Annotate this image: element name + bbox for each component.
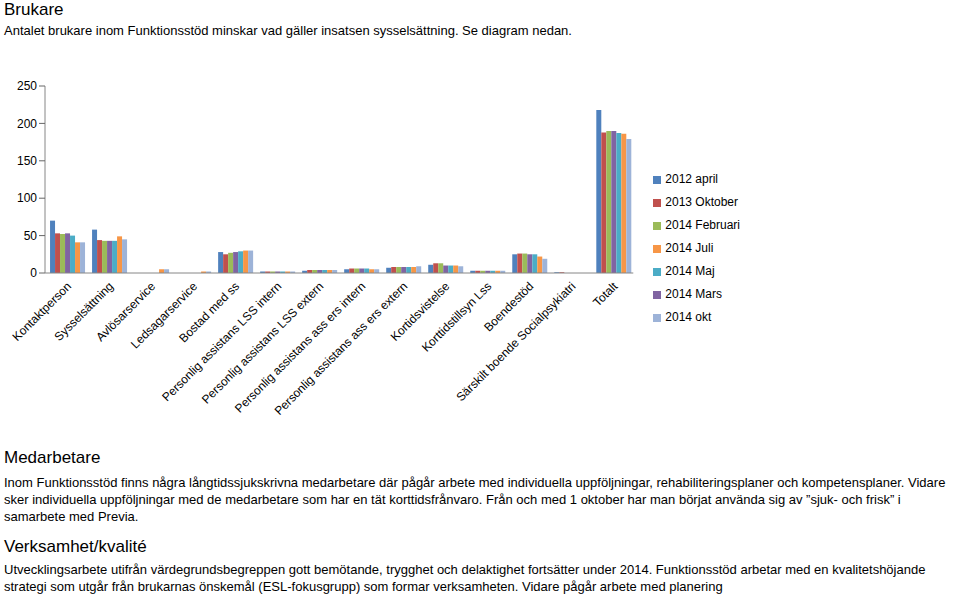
svg-text:Särskilt boende Socialpsykiatr: Särskilt boende Socialpsykiatri <box>453 279 578 404</box>
svg-text:Totalt: Totalt <box>590 279 621 310</box>
svg-text:Boendestöd: Boendestöd <box>481 279 537 335</box>
html-text:2014 Februari: 2014 Februari <box>665 218 740 232</box>
html-text:Verksamhet/kvalité: Verksamhet/kvalité <box>4 537 147 556</box>
svg-text:Kontaktperson: Kontaktperson <box>9 279 75 344</box>
html-text:2014 okt: 2014 okt <box>665 310 712 324</box>
svg-text:Korttidstillsyn Lss: Korttidstillsyn Lss <box>419 279 494 354</box>
html-text:2013 Oktober: 2013 Oktober <box>665 195 738 209</box>
svg-text:Ledsagarservice: Ledsagarservice <box>128 279 201 352</box>
svg-text:Bostad med ss: Bostad med ss <box>176 279 243 346</box>
svg-text:Personlig assistans ass ers ex: Personlig assistans ass ers extern <box>272 279 411 418</box>
html-text:2014 Mars: 2014 Mars <box>665 287 722 301</box>
html-text:Inom Funktionsstöd finns några: Inom Funktionsstöd finns några långtidss… <box>4 475 946 524</box>
svg-text:100: 100 <box>17 191 37 205</box>
html-text:2014 Juli: 2014 Juli <box>665 241 714 255</box>
html-text:2012 april: 2012 april <box>665 172 718 186</box>
svg-text:Avlösarservice: Avlösarservice <box>93 279 159 345</box>
svg-text:Personlig assistans LSS extern: Personlig assistans LSS extern <box>198 279 327 407</box>
svg-text:200: 200 <box>17 117 37 131</box>
html-text:Brukare: Brukare <box>4 0 64 19</box>
svg-text:150: 150 <box>17 154 37 168</box>
html-text:2014 Maj: 2014 Maj <box>665 264 715 278</box>
html-text:Antalet brukare inom Funktions: Antalet brukare inom Funktionsstöd minsk… <box>4 23 572 38</box>
svg-text:Sysselsättning: Sysselsättning <box>51 279 117 344</box>
html-text:Utvecklingsarbete utifrån värd: Utvecklingsarbete utifrån värdegrundsbeg… <box>4 562 926 594</box>
svg-text:50: 50 <box>24 229 38 243</box>
svg-text:Personlig assistans ass ers in: Personlig assistans ass ers intern <box>232 279 369 416</box>
svg-text:0: 0 <box>30 266 37 280</box>
svg-text:Personlig assistans LSS intern: Personlig assistans LSS intern <box>159 279 285 405</box>
svg-text:Kortidsvistelse: Kortidsvistelse <box>387 279 453 344</box>
svg-text:250: 250 <box>17 79 37 93</box>
html-text:Medarbetare: Medarbetare <box>4 448 101 467</box>
